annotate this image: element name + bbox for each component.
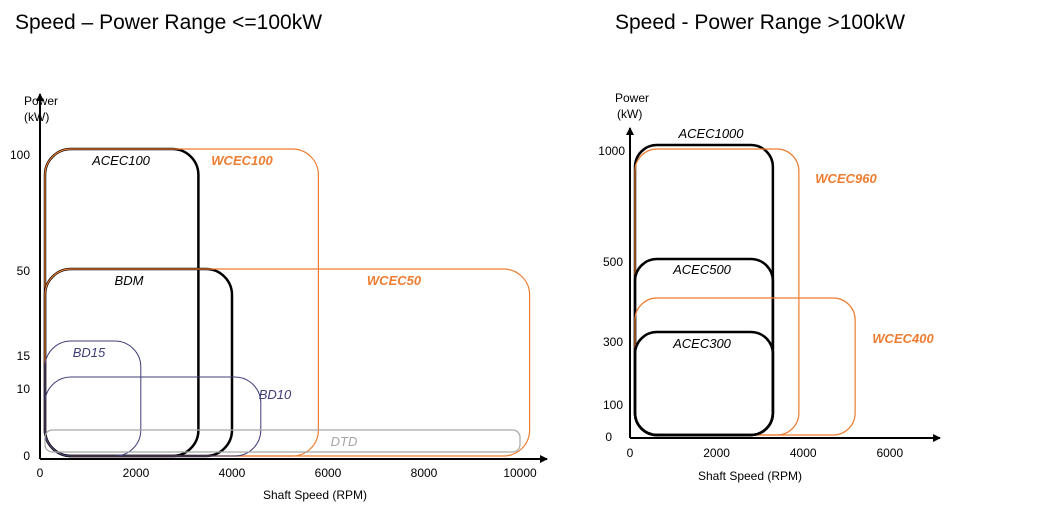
right-chart: Power (kW) ACEC1000 WCEC960 ACEC500 WCEC400… [598, 91, 941, 483]
left-chart-title: Speed – Power Range <=100kW [15, 11, 323, 34]
region-label: WCEC50 [367, 273, 422, 288]
right-y-tick: 1000 [598, 144, 625, 158]
region-label: ACEC500 [672, 262, 732, 277]
region-acec1000 [633, 143, 775, 437]
x-tick-label: 4000 [790, 446, 817, 460]
right-y-tick: 100 [603, 398, 623, 412]
left-x-ticks: 0 2000 4000 6000 8000 10000 [37, 466, 537, 480]
region-wcec100 [44, 148, 319, 457]
region-wcec960 [634, 148, 800, 436]
right-y-tick: 500 [603, 255, 623, 269]
right-y-axis-label-line2: (kW) [617, 107, 642, 121]
left-y-tick: 15 [17, 349, 31, 363]
right-x-ticks: 0 2000 4000 6000 [627, 446, 904, 460]
region-dtd [44, 429, 521, 453]
left-y-tick: 100 [10, 148, 30, 162]
x-tick-label: 2000 [703, 446, 730, 460]
x-tick-label: 8000 [411, 466, 438, 480]
region-label: WCEC400 [872, 331, 934, 346]
x-tick-label: 2000 [123, 466, 150, 480]
region-label: BD15 [73, 345, 106, 360]
left-chart: Power (kW) ACEC100 WCEC100 BDM WCEC50 BD15 BD… [10, 93, 548, 502]
left-y-tick: 10 [17, 382, 31, 396]
region-label: ACEC1000 [677, 126, 744, 141]
region-label: DTD [331, 434, 358, 449]
left-y-tick: 0 [23, 449, 30, 463]
right-y-axis-label-line1: Power [615, 91, 649, 105]
region-label: BDM [115, 273, 144, 288]
region-acec300 [633, 330, 775, 437]
region-acec100 [43, 147, 200, 458]
right-x-axis-label: Shaft Speed (RPM) [698, 469, 802, 483]
x-tick-label: 0 [627, 446, 634, 460]
region-wcec50 [44, 268, 531, 457]
x-tick-label: 0 [37, 466, 44, 480]
x-tick-label: 4000 [219, 466, 246, 480]
x-tick-label: 10000 [503, 466, 537, 480]
right-y-tick: 300 [603, 335, 623, 349]
region-label: BD10 [259, 387, 292, 402]
region-label: WCEC100 [211, 153, 273, 168]
left-x-axis-label: Shaft Speed (RPM) [263, 488, 367, 502]
region-label: ACEC300 [672, 336, 732, 351]
x-tick-label: 6000 [876, 446, 903, 460]
left-y-axis-label-line1: Power [24, 94, 58, 108]
left-regions: ACEC100 WCEC100 BDM WCEC50 BD15 BD10 DTD [43, 147, 531, 458]
region-wcec400 [634, 297, 856, 436]
right-y-tick: 0 [605, 430, 612, 444]
right-chart-title: Speed - Power Range >100kW [615, 11, 906, 34]
left-y-tick: 50 [17, 264, 31, 278]
region-bdm [43, 267, 234, 458]
right-regions: ACEC1000 WCEC960 ACEC500 WCEC400 ACEC300 [633, 126, 934, 437]
region-bd10 [44, 376, 262, 457]
region-label: ACEC100 [91, 153, 151, 168]
left-y-axis-label-line2: (kW) [24, 110, 49, 124]
region-label: WCEC960 [815, 171, 877, 186]
x-tick-label: 6000 [315, 466, 342, 480]
